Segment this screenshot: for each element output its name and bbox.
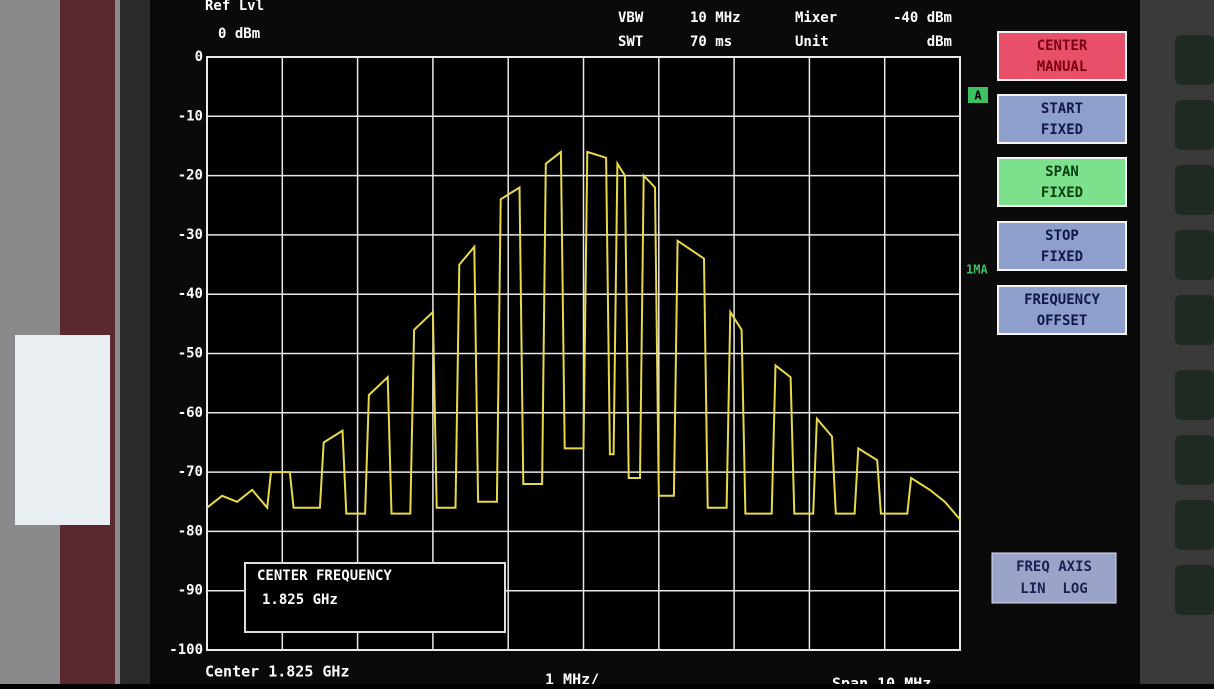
y-tick-label: -90 [178,583,203,599]
softkey-label: MANUAL [1037,59,1088,75]
swt-value: 70 ms [690,34,732,50]
bezel [120,0,150,684]
softkey-label: FREQUENCY [1024,292,1100,308]
softkey-panel: CENTER MANUAL START FIXED SPAN FIXED STOP FIXED… [998,32,1126,334]
info-title: CENTER FREQUENCY [257,568,392,584]
hw-button[interactable] [1175,500,1214,550]
y-tick-label: -30 [178,227,203,243]
softkey-label: OFFSET [1037,313,1088,329]
y-tick-label: -10 [178,108,203,124]
info-value: 1.825 GHz [262,592,338,608]
hw-button[interactable] [1175,100,1214,150]
softkey-label: FIXED [1041,185,1083,201]
y-tick-label: 0 [195,49,203,65]
hw-button[interactable] [1175,435,1214,485]
swt-label: SWT [618,34,643,50]
ref-level-label: Ref Lvl [205,0,264,14]
unit-label: Unit [795,34,829,50]
ref-level-value: 0 dBm [218,26,260,42]
hw-button[interactable] [1175,35,1214,85]
y-tick-label: -50 [178,346,203,362]
y-tick-label: -100 [169,642,203,658]
hw-button[interactable] [1175,565,1214,615]
footer-div: 1 MHz/ [545,671,599,685]
softkey-label: FIXED [1041,122,1083,138]
trace-flag: A [974,89,982,103]
vbw-label: VBW [618,10,644,26]
screen-photo: Ref Lvl 0 dBm VBW 10 MHz SWT 70 ms Mixer… [0,0,1214,684]
y-tick-label: -60 [178,405,203,421]
calibration-sticker [15,335,110,525]
trace-mode: 1MA [966,263,988,277]
hw-button[interactable] [1175,165,1214,215]
y-tick-label: -80 [178,523,203,539]
freq-axis-label: FREQ AXIS [1016,559,1092,575]
unit-value: dBm [927,34,952,50]
mixer-value: -40 dBm [893,10,952,26]
y-tick-label: -70 [178,464,203,480]
freq-axis-options: LIN LOG [1020,581,1087,597]
softkey-label: STOP [1045,228,1079,244]
footer-center: Center 1.825 GHz [205,663,350,681]
softkey-label: CENTER [1037,38,1088,54]
y-tick-label: -20 [178,168,203,184]
hw-button[interactable] [1175,295,1214,345]
vbw-value: 10 MHz [690,10,741,26]
mixer-label: Mixer [795,10,837,26]
softkey-label: START [1041,101,1083,117]
footer-span: Span 10 MHz [832,675,931,685]
hardware-buttons [1175,35,1214,615]
softkey-label: FIXED [1041,249,1083,265]
y-tick-label: -40 [178,286,203,302]
softkey-label: SPAN [1045,164,1079,180]
hw-button[interactable] [1175,230,1214,280]
hw-button[interactable] [1175,370,1214,420]
